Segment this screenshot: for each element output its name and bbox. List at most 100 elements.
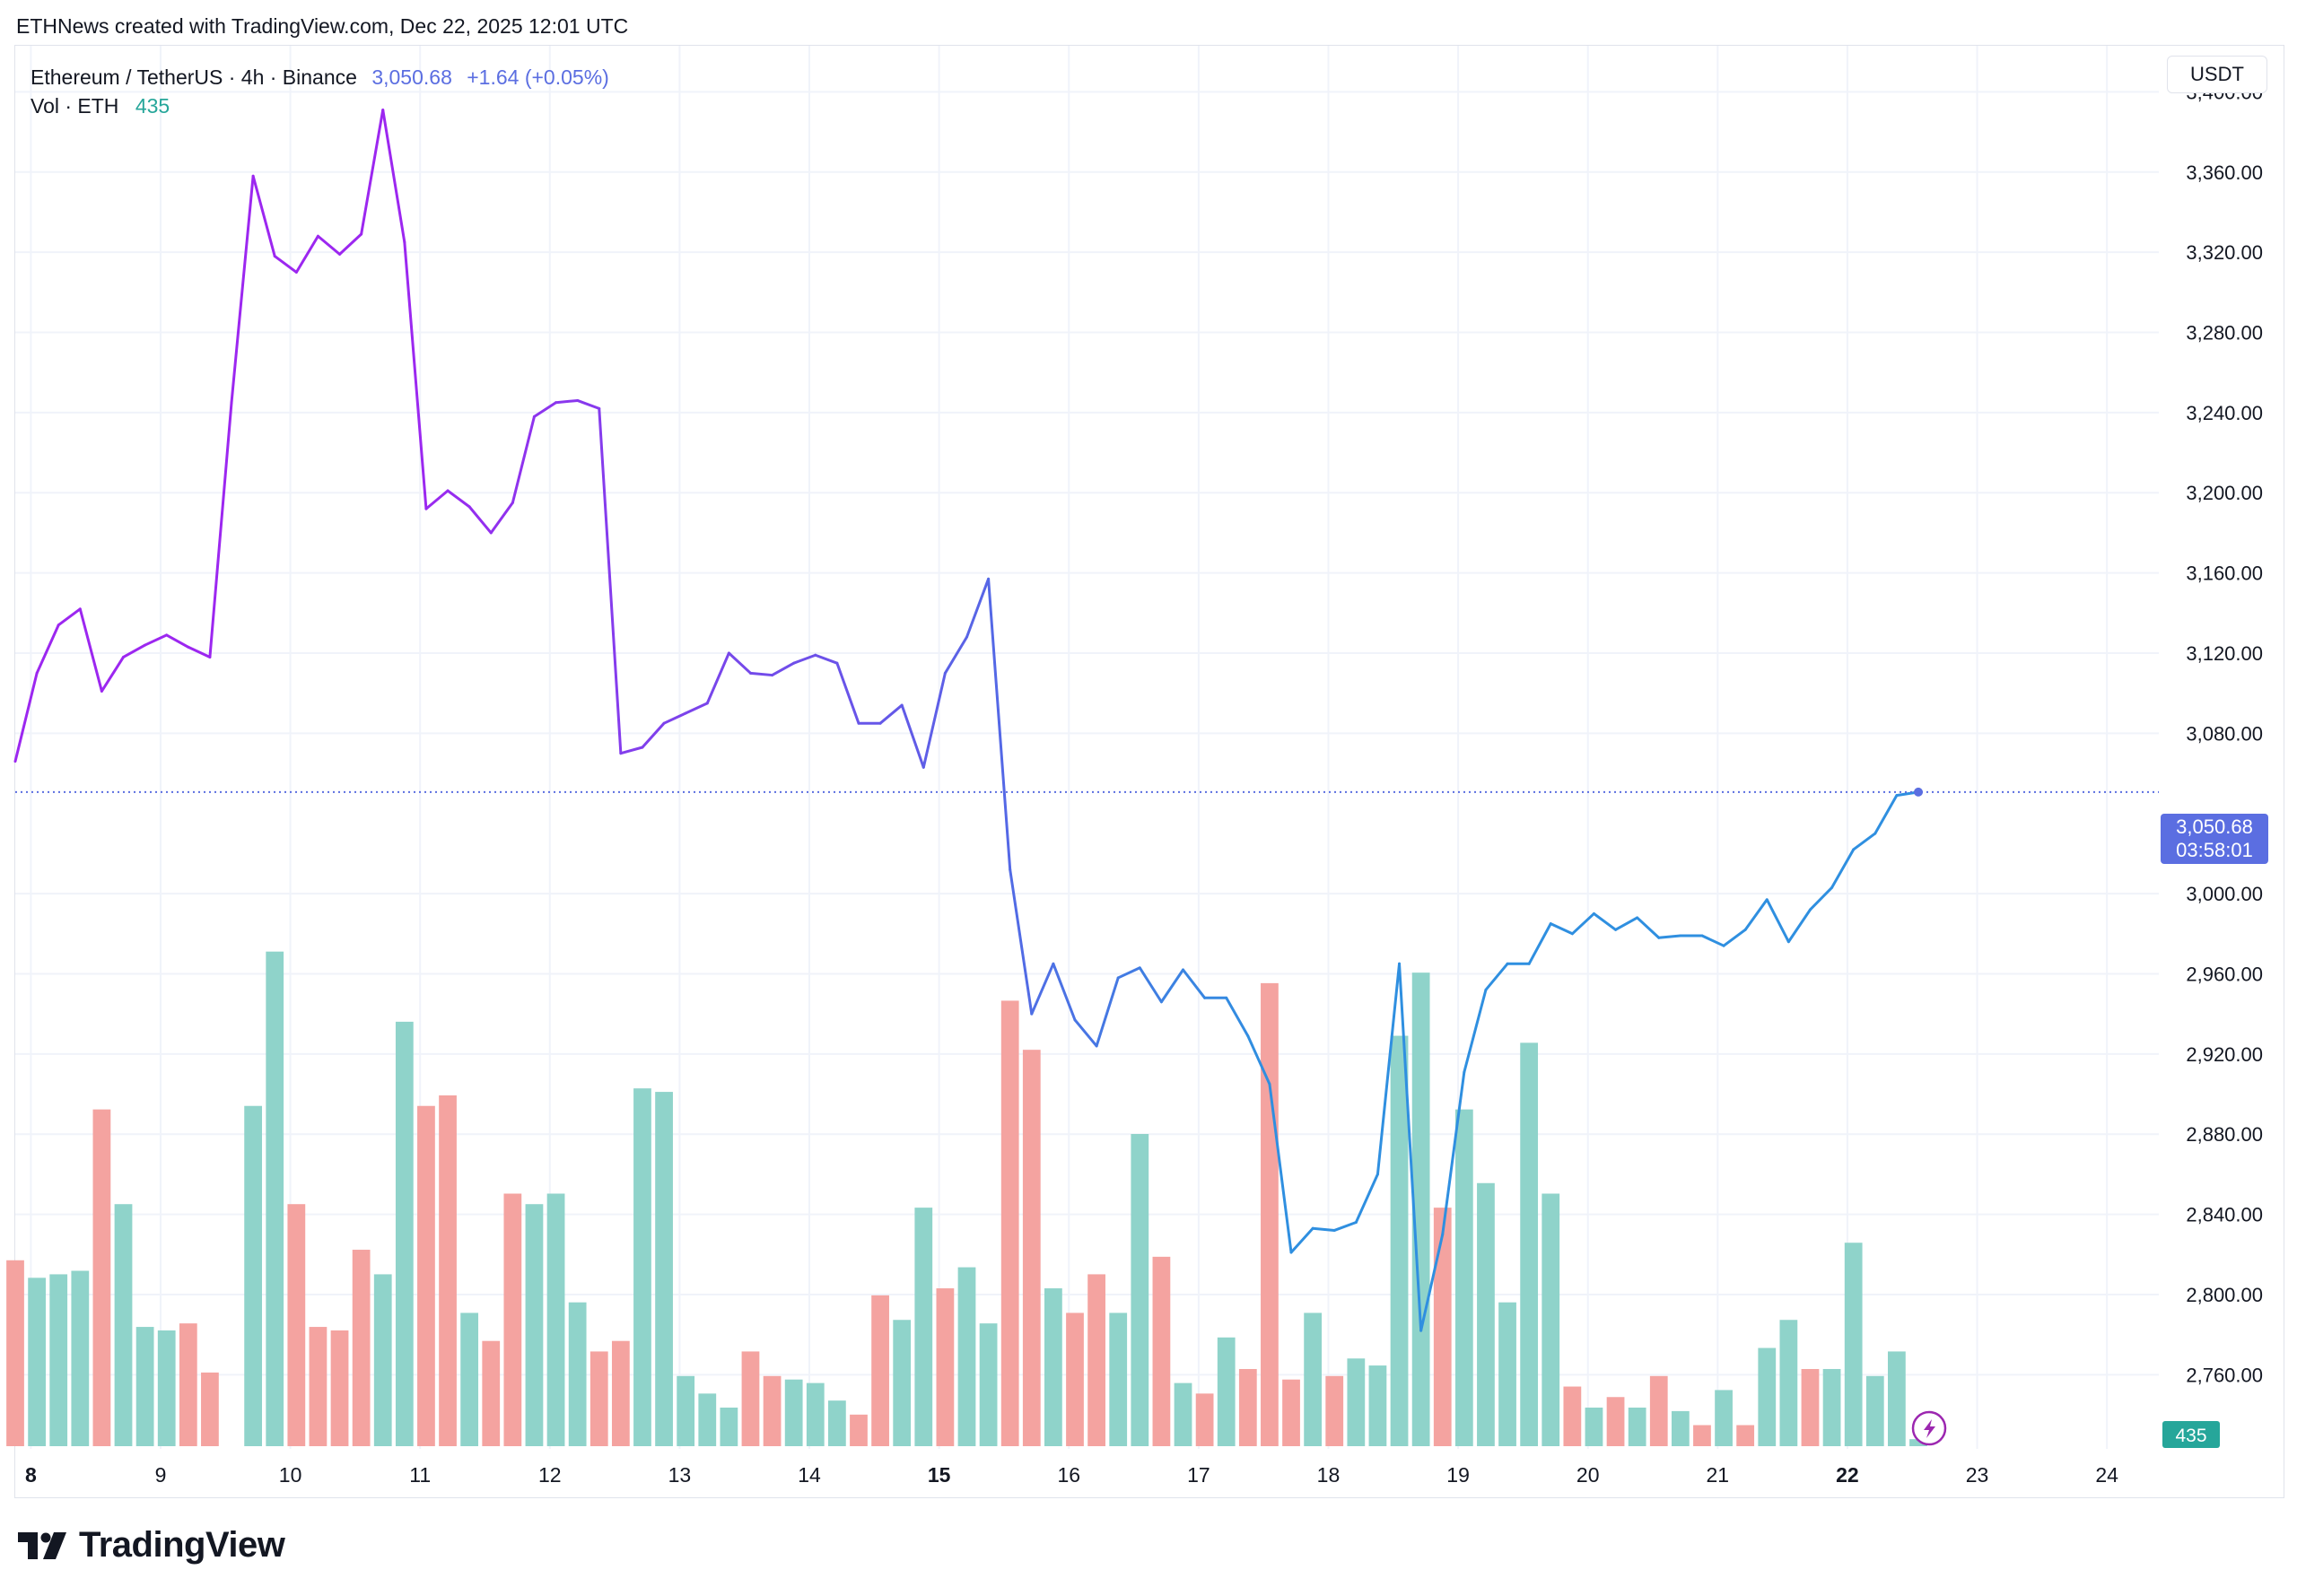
- last-price-dot: [1913, 787, 1923, 797]
- x-tick-label: 22: [1836, 1463, 1859, 1487]
- price-line-segment: [251, 174, 276, 258]
- price-line-segment: [965, 577, 991, 639]
- legend-symbol-row: Ethereum / TetherUS · 4h · Binance 3,050…: [31, 63, 609, 92]
- price-line-segment: [273, 255, 298, 274]
- price-line-segment: [835, 661, 860, 725]
- price-line-segment: [57, 607, 82, 627]
- y-tick-label: 3,360.00: [2186, 161, 2263, 184]
- volume-bar: [503, 1193, 522, 1446]
- y-tick-label: 2,760.00: [2186, 1364, 2263, 1386]
- volume-bar: [1671, 1410, 1690, 1446]
- volume-bar: [720, 1407, 738, 1446]
- last-price-label: 3,050.68: [2176, 815, 2253, 838]
- price-line-segment: [1419, 1233, 1445, 1332]
- legend-symbol[interactable]: Ethereum / TetherUS · 4h · Binance: [31, 65, 357, 89]
- volume-bar: [460, 1313, 479, 1446]
- legend-volume-label[interactable]: Vol · ETH: [31, 94, 119, 118]
- volume-bar: [71, 1270, 90, 1446]
- volume-bar: [287, 1204, 306, 1446]
- price-line-segment: [792, 653, 817, 665]
- volume-bar: [1174, 1382, 1192, 1446]
- price-line-segment: [424, 489, 450, 510]
- volume-bar: [871, 1295, 889, 1446]
- x-tick-label: 18: [1317, 1463, 1341, 1487]
- price-line-segment: [1268, 1082, 1293, 1254]
- price-line-segment: [619, 746, 644, 755]
- volume-bar: [850, 1414, 868, 1446]
- price-line-segment: [900, 703, 925, 769]
- volume-bar: [1693, 1425, 1711, 1446]
- volume-bar: [1520, 1042, 1539, 1446]
- volume-bar: [309, 1327, 328, 1446]
- volume-bar: [1822, 1368, 1841, 1446]
- price-line-segment: [165, 633, 190, 649]
- y-tick-label: 2,880.00: [2186, 1123, 2263, 1146]
- volume-bar: [741, 1351, 760, 1446]
- price-line-segment: [1463, 988, 1488, 1074]
- volume-bar: [135, 1327, 154, 1446]
- x-tick-label: 8: [25, 1463, 37, 1487]
- price-line-segment: [1700, 934, 1725, 947]
- volume-bar: [1477, 1182, 1495, 1446]
- price-line-segment: [1657, 934, 1682, 939]
- x-tick-label: 10: [279, 1463, 302, 1487]
- volume-bar: [1131, 1134, 1149, 1446]
- price-line-segment: [360, 108, 385, 236]
- price-line-segment: [1009, 868, 1034, 1016]
- volume-bar: [1282, 1379, 1300, 1446]
- price-badge-bg: [2161, 814, 2268, 864]
- price-line-segment: [467, 505, 493, 535]
- y-tick-label: 2,960.00: [2186, 963, 2263, 985]
- volume-bar: [1411, 972, 1430, 1446]
- volume-bar: [1087, 1274, 1105, 1446]
- price-line: [13, 108, 1920, 1332]
- volume-bar: [655, 1092, 673, 1446]
- volume-badge-bg: [2162, 1421, 2220, 1448]
- price-line-segment: [338, 232, 363, 256]
- volume-bar: [1238, 1368, 1257, 1446]
- volume-bar: [1304, 1313, 1323, 1446]
- tradingview-logo[interactable]: TradingView: [18, 1525, 285, 1565]
- price-line-segment: [598, 406, 623, 755]
- volume-bar: [28, 1278, 46, 1446]
- y-tick-label: 3,160.00: [2186, 563, 2263, 585]
- x-tick-label: 14: [798, 1463, 821, 1487]
- tradingview-logo-icon: [18, 1531, 66, 1559]
- volume-bar: [698, 1393, 717, 1446]
- price-line-segment: [705, 651, 730, 705]
- volume-bar: [1390, 1035, 1409, 1446]
- volume-bar: [957, 1267, 976, 1446]
- price-line-segment: [144, 633, 169, 647]
- price-line-segment: [78, 607, 103, 693]
- price-line-segment: [1722, 928, 1747, 947]
- volume-bar: [1347, 1358, 1366, 1446]
- lightning-icon[interactable]: [1911, 1410, 1947, 1446]
- volume-bar: [611, 1340, 630, 1446]
- price-line-segment: [1570, 911, 1595, 936]
- price-line-segment: [921, 671, 947, 769]
- volume-bar: [763, 1375, 782, 1446]
- chart-caption: ETHNews created with TradingView.com, De…: [16, 14, 629, 38]
- y-tick-label: 3,280.00: [2186, 322, 2263, 344]
- price-line-segment: [1116, 966, 1141, 980]
- volume-bar: [1888, 1351, 1906, 1446]
- price-line-segment: [748, 671, 774, 677]
- price-line-segment: [555, 398, 580, 405]
- price-line-segment: [187, 645, 212, 658]
- grid-lines: [15, 46, 2159, 1449]
- legend-change: +1.64 (+0.05%): [467, 65, 609, 89]
- price-line-segment: [662, 711, 687, 725]
- volume-bar: [1909, 1439, 1927, 1446]
- currency-button[interactable]: USDT: [2167, 56, 2267, 93]
- price-line-segment: [727, 651, 752, 675]
- volume-bar: [417, 1105, 435, 1446]
- price-line-segment: [576, 398, 601, 410]
- tradingview-brand: TradingView: [79, 1525, 285, 1565]
- legend-volume-value: 435: [135, 94, 170, 118]
- volume-bar: [1779, 1320, 1798, 1446]
- price-line-segment: [1765, 898, 1790, 944]
- price-line-segment: [1636, 916, 1661, 939]
- y-tick-label: 3,120.00: [2186, 642, 2263, 665]
- price-line-segment: [814, 653, 839, 665]
